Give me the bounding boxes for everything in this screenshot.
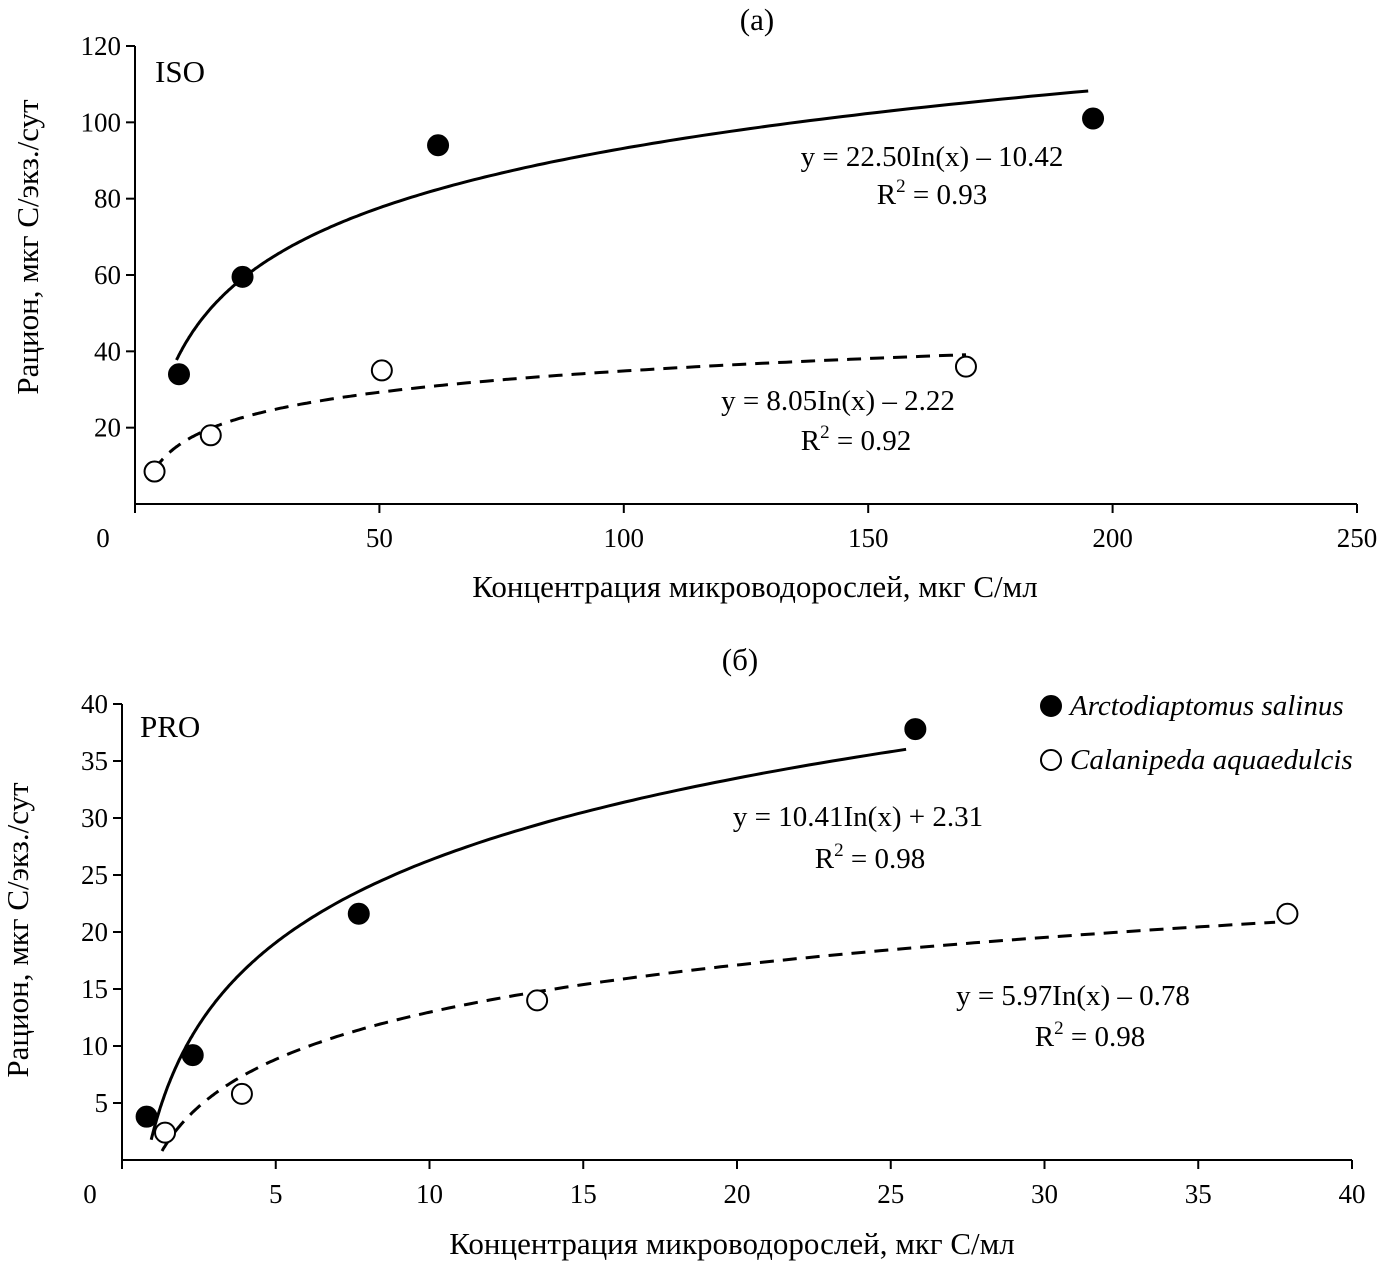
fit-curve-salinus <box>149 747 907 1141</box>
panel-a-y-axis-label: Рацион, мкг С/экз./сут <box>10 99 45 395</box>
legend-marker-salinus <box>1040 695 1062 717</box>
data-point-calanipeda <box>954 355 977 378</box>
panel-a-label: (а) <box>740 2 774 37</box>
fit-curve-salinus <box>175 89 1089 361</box>
x-tick-label: 15 <box>570 1179 597 1209</box>
x-tick-label: 150 <box>848 523 889 553</box>
y-tick-label: 80 <box>94 184 121 214</box>
x-tick-label: 5 <box>269 1179 283 1209</box>
data-point-salinus <box>167 363 190 386</box>
panel-a-equation-calanipeda: y = 8.05In(x) – 2.22 <box>721 385 955 417</box>
data-point-salinus <box>427 134 450 157</box>
y-tick-label: 20 <box>81 917 108 947</box>
panel-b-r2-calanipeda: R2 = 0.98 <box>1035 1018 1145 1053</box>
data-point-calanipeda <box>199 424 222 447</box>
data-point-calanipeda <box>230 1082 253 1105</box>
panel-b-axes: 0 5 10 15 20 25 30 35 40 5 10 15 20 25 30 35 40 <box>81 689 1366 1209</box>
y-tick-label: 120 <box>81 31 122 61</box>
y-tick-label: 10 <box>81 1031 108 1061</box>
x-tick-label: 0 <box>96 523 110 553</box>
fit-curve-calanipeda <box>160 920 1276 1152</box>
panel-a-points <box>143 107 1105 483</box>
panel-b-equation-calanipeda: y = 5.97In(x) – 0.78 <box>956 980 1190 1012</box>
x-tick-label: 250 <box>1337 523 1378 553</box>
y-tick-label: 25 <box>81 860 108 890</box>
panel-b-fit-curves <box>149 747 1276 1152</box>
y-tick-label: 60 <box>94 260 121 290</box>
x-tick-label: 25 <box>877 1179 904 1209</box>
panel-b-r2-salinus: R2 = 0.98 <box>815 840 925 875</box>
legend-label-calanipeda: Calanipeda aquaedulcis <box>1070 744 1353 776</box>
y-tick-label: 15 <box>81 974 108 1004</box>
data-point-salinus <box>135 1105 158 1128</box>
y-tick-label: 20 <box>94 413 121 443</box>
y-tick-label: 35 <box>81 746 108 776</box>
x-tick-label: 20 <box>724 1179 751 1209</box>
panel-b-y-axis-label: Рацион, мкг С/экз./сут <box>0 782 35 1078</box>
panel-b-tag: PRO <box>140 709 200 744</box>
panel-b-equation-salinus: y = 10.41In(x) + 2.31 <box>733 801 983 833</box>
data-point-calanipeda <box>1276 902 1299 925</box>
panel-a-x-axis-label: Концентрация микроводорослей, мкг С/мл <box>472 569 1037 604</box>
data-point-salinus <box>181 1044 204 1067</box>
panel-b-points <box>135 718 1299 1144</box>
chart-panel-b: (б) PRO 0 5 10 15 20 25 30 35 40510152025303540 … <box>0 642 1366 1261</box>
x-tick-label: 10 <box>416 1179 443 1209</box>
y-tick-label: 5 <box>95 1088 109 1118</box>
legend: Arctodiaptomus salinus Calanipeda aquaed… <box>1040 690 1353 776</box>
data-point-calanipeda <box>526 989 549 1012</box>
x-tick-label: 0 <box>83 1179 97 1209</box>
panel-a-r2-salinus: R2 = 0.93 <box>877 176 987 211</box>
data-point-salinus <box>904 718 927 741</box>
x-tick-label: 30 <box>1031 1179 1058 1209</box>
panel-a-fit-curves <box>153 89 1089 471</box>
y-tick-label: 100 <box>81 107 122 137</box>
x-tick-label: 100 <box>604 523 645 553</box>
y-tick-label: 40 <box>94 336 121 366</box>
y-tick-label: 30 <box>81 803 108 833</box>
data-point-salinus <box>1082 107 1105 130</box>
panel-a-r2-calanipeda: R2 = 0.92 <box>801 422 911 457</box>
legend-label-salinus: Arctodiaptomus salinus <box>1068 690 1344 722</box>
legend-marker-calanipeda <box>1040 749 1062 771</box>
fit-curve-calanipeda <box>153 353 967 471</box>
panel-a-axes: 0 50 100 150 200 250 20 40 60 80 100 120 <box>81 31 1378 553</box>
data-point-calanipeda <box>143 460 166 483</box>
x-tick-label: 40 <box>1339 1179 1366 1209</box>
chart-panel-a: (а) ISO 0 50 100 150 200 250 20 40 60 80 100 120 y … <box>10 2 1377 604</box>
y-tick-label: 40 <box>81 689 108 719</box>
data-point-calanipeda <box>370 359 393 382</box>
x-tick-label: 35 <box>1185 1179 1212 1209</box>
data-point-salinus <box>231 265 254 288</box>
data-point-salinus <box>347 902 370 925</box>
x-tick-label: 50 <box>366 523 393 553</box>
panel-b-x-axis-label: Концентрация микроводорослей, мкг С/мл <box>449 1226 1014 1261</box>
panel-a-tag: ISO <box>155 54 205 89</box>
data-point-calanipeda <box>154 1121 177 1144</box>
panel-a-equation-salinus: y = 22.50In(x) – 10.42 <box>801 141 1064 173</box>
panel-b-label: (б) <box>722 642 758 677</box>
x-tick-label: 200 <box>1092 523 1133 553</box>
